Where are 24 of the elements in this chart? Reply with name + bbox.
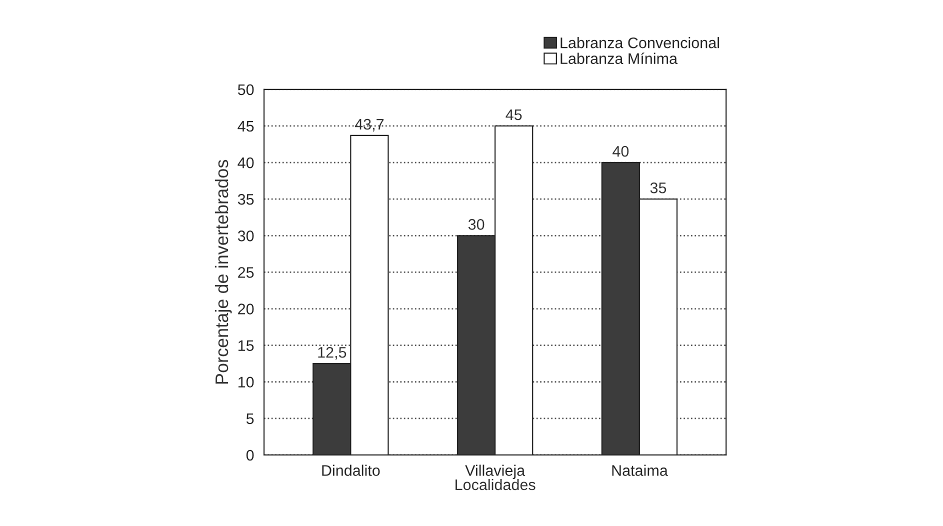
x-tick-label: Dindalito — [322, 464, 380, 476]
x-tick-label: Villavieja — [465, 464, 526, 479]
legend-label: Labranza Mínima — [560, 52, 678, 64]
y-tick-label: 45 — [238, 121, 254, 132]
y-tick-label: 25 — [238, 267, 254, 278]
y-axis-title: Porcentaje de invertebrados — [214, 160, 232, 384]
data-label: 12,5 — [318, 346, 346, 360]
y-tick-label: 50 — [238, 84, 254, 96]
data-label: 43,7 — [354, 118, 384, 132]
data-label: 30 — [468, 219, 484, 230]
data-label: 40 — [612, 146, 629, 157]
y-tick-label: 30 — [238, 230, 254, 242]
y-tick-label: 15 — [238, 340, 254, 352]
legend-label: Labranza Convencional — [560, 37, 719, 48]
y-tick-label: 20 — [238, 304, 254, 314]
y-tick-label: 40 — [238, 157, 254, 168]
x-tick-label: Nataima — [612, 464, 668, 476]
y-tick-label: 5 — [246, 413, 254, 424]
x-axis-title: Localidades — [456, 478, 536, 490]
y-tick-label: 10 — [238, 376, 254, 388]
y-tick-label: 35 — [238, 194, 254, 205]
y-tick-label: 0 — [246, 450, 254, 461]
data-label: 35 — [650, 182, 666, 194]
data-label: 45 — [506, 110, 522, 120]
